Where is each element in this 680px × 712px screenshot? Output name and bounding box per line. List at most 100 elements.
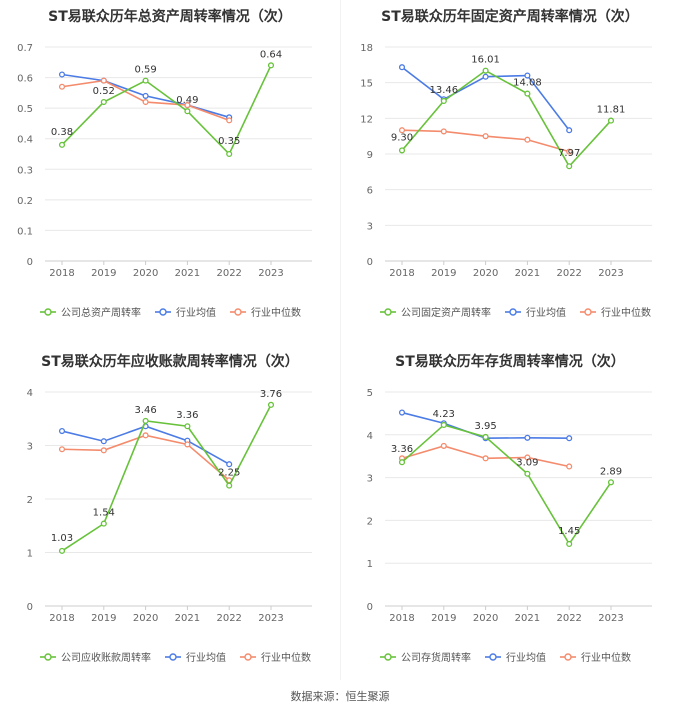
legend-label: 行业均值 xyxy=(176,306,216,319)
data-label: 3.95 xyxy=(474,421,496,432)
y-tick-label: 12 xyxy=(360,114,373,125)
legend-label: 行业中位数 xyxy=(251,306,301,319)
data-point xyxy=(100,520,107,527)
data-point xyxy=(142,92,149,99)
legend-label: 公司应收账款周转率 xyxy=(61,651,151,664)
y-tick-label: 0 xyxy=(27,257,33,268)
industry-median-series xyxy=(398,442,573,470)
x-tick-label: 2019 xyxy=(91,613,116,624)
x-tick-label: 2019 xyxy=(91,268,116,279)
data-point xyxy=(100,438,107,445)
y-tick-label: 0.7 xyxy=(17,43,33,54)
x-tick-label: 2023 xyxy=(598,268,623,279)
data-point xyxy=(142,417,149,424)
data-point xyxy=(524,454,531,461)
x-tick-label: 2020 xyxy=(473,613,498,624)
data-point xyxy=(398,409,406,416)
legend-industry-average[interactable]: 行业均值 xyxy=(505,306,566,319)
industry-median-series xyxy=(58,432,233,484)
data-label: 1.54 xyxy=(93,508,115,519)
legend-industry-average[interactable]: 行业均值 xyxy=(165,651,226,664)
data-point xyxy=(184,102,191,109)
legend-label: 行业中位数 xyxy=(261,651,311,664)
data-point xyxy=(398,459,406,466)
data-point xyxy=(226,461,233,468)
data-point xyxy=(482,455,489,462)
legend-label: 公司固定资产周转率 xyxy=(401,306,491,319)
legend-swatch-marker xyxy=(44,308,52,316)
data-point xyxy=(566,127,573,134)
x-tick-label: 2021 xyxy=(175,268,200,279)
y-tick-label: 0.4 xyxy=(17,135,33,146)
y-tick-label: 0 xyxy=(367,602,373,613)
series-line xyxy=(61,434,230,481)
y-tick-label: 1 xyxy=(367,559,373,570)
data-label: 14.08 xyxy=(513,78,542,89)
data-point xyxy=(100,77,107,84)
legend-swatch-marker xyxy=(564,653,572,661)
legend-company[interactable]: 公司总资产周转率 xyxy=(40,306,141,319)
legend-industry-median[interactable]: 行业中位数 xyxy=(240,651,311,664)
data-label: 1.03 xyxy=(51,533,73,544)
legend-industry-median[interactable]: 行业中位数 xyxy=(560,651,631,664)
data-point xyxy=(566,148,573,155)
legend-company[interactable]: 公司应收账款周转率 xyxy=(40,651,151,664)
legend-industry-median[interactable]: 行业中位数 xyxy=(230,306,301,319)
y-tick-label: 2 xyxy=(367,516,373,527)
y-tick-label: 2 xyxy=(27,495,33,506)
x-tick-label: 2023 xyxy=(258,613,283,624)
y-tick-label: 0.5 xyxy=(17,104,33,115)
x-tick-label: 2018 xyxy=(389,613,414,624)
data-point xyxy=(142,98,149,106)
legend-company[interactable]: 公司固定资产周转率 xyxy=(380,306,491,319)
data-label: 2.25 xyxy=(218,468,240,479)
x-tick-label: 2021 xyxy=(515,613,540,624)
data-label: 11.81 xyxy=(597,105,626,116)
data-point xyxy=(184,423,191,430)
company-series xyxy=(58,401,275,554)
y-tick-label: 0 xyxy=(367,257,373,268)
x-tick-label: 2022 xyxy=(556,268,581,279)
data-point xyxy=(226,117,233,124)
data-label: 3.09 xyxy=(516,458,538,469)
data-label: 0.38 xyxy=(51,127,73,138)
data-point xyxy=(524,72,531,79)
line-chart: 0 3 6 9 12 15 18 2018 2019 2020 2021 2022 2023 9.30 13… xyxy=(360,43,652,319)
line-chart: 0 1 2 3 4 2018 2019 2020 2021 2022 2023 1.03 1.54 3.4… xyxy=(27,388,312,664)
industry-median-series xyxy=(398,127,573,155)
y-tick-label: 0.1 xyxy=(17,226,33,237)
data-point xyxy=(482,67,489,74)
legend-industry-average[interactable]: 行业均值 xyxy=(485,651,546,664)
data-point xyxy=(566,540,573,547)
data-point xyxy=(100,98,107,106)
data-point xyxy=(607,479,615,486)
data-label: 0.52 xyxy=(93,86,115,97)
x-tick-label: 2018 xyxy=(49,268,74,279)
y-tick-label: 9 xyxy=(367,150,373,161)
data-label: 0.49 xyxy=(176,95,198,106)
x-tick-label: 2019 xyxy=(431,268,456,279)
chart-title: ST易联众历年总资产周转率情况（次） xyxy=(48,9,292,25)
series-line xyxy=(401,424,612,546)
data-point xyxy=(607,117,615,124)
legend-industry-average[interactable]: 行业均值 xyxy=(155,306,216,319)
data-point xyxy=(142,77,149,84)
data-point xyxy=(226,150,233,158)
legend-swatch-marker xyxy=(44,653,52,661)
x-tick-label: 2021 xyxy=(175,613,200,624)
y-tick-label: 3 xyxy=(367,474,373,485)
data-label: 3.46 xyxy=(134,405,156,416)
legend-label: 行业均值 xyxy=(506,651,546,664)
company-series xyxy=(398,421,615,547)
legend-company[interactable]: 公司存货周转率 xyxy=(380,651,471,664)
data-point xyxy=(482,433,489,440)
data-label: 1.45 xyxy=(558,526,580,537)
legend-label: 公司存货周转率 xyxy=(401,651,471,664)
data-point xyxy=(566,163,573,170)
x-tick-label: 2022 xyxy=(216,613,241,624)
legend-industry-median[interactable]: 行业中位数 xyxy=(580,306,651,319)
data-point xyxy=(184,441,191,448)
y-tick-label: 3 xyxy=(27,442,33,453)
data-point xyxy=(440,442,447,449)
y-tick-label: 0.3 xyxy=(17,165,33,176)
